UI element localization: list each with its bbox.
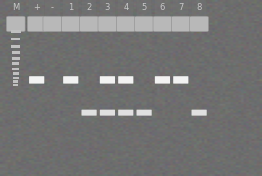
Text: -: -	[51, 3, 54, 12]
FancyBboxPatch shape	[192, 110, 207, 116]
Bar	[12, 62, 19, 65]
FancyBboxPatch shape	[6, 16, 25, 32]
FancyBboxPatch shape	[81, 110, 97, 116]
Bar	[12, 68, 19, 70]
Text: M: M	[12, 3, 19, 12]
Bar	[100, 0, 115, 32]
Bar	[155, 0, 170, 32]
Bar	[13, 72, 19, 75]
Text: 5: 5	[141, 3, 147, 12]
FancyBboxPatch shape	[155, 76, 170, 84]
FancyBboxPatch shape	[27, 16, 46, 32]
Bar	[63, 0, 78, 32]
Text: 4: 4	[123, 3, 128, 12]
Bar	[11, 30, 21, 33]
FancyBboxPatch shape	[116, 16, 135, 32]
Bar	[12, 51, 20, 54]
Text: 6: 6	[160, 3, 165, 12]
FancyBboxPatch shape	[29, 76, 44, 84]
Bar	[13, 84, 18, 86]
Text: 2: 2	[86, 3, 92, 12]
FancyBboxPatch shape	[80, 16, 99, 32]
FancyBboxPatch shape	[100, 76, 115, 84]
FancyBboxPatch shape	[171, 16, 190, 32]
Text: +: +	[33, 3, 40, 12]
Bar	[192, 0, 206, 32]
Bar	[13, 77, 19, 79]
Bar	[29, 0, 44, 32]
FancyBboxPatch shape	[100, 110, 115, 116]
Bar	[11, 45, 20, 48]
FancyBboxPatch shape	[190, 16, 209, 32]
Bar	[173, 0, 188, 32]
Bar	[82, 0, 96, 32]
Text: 7: 7	[178, 3, 183, 12]
Bar	[11, 38, 20, 40]
Bar	[13, 80, 18, 83]
FancyBboxPatch shape	[153, 16, 172, 32]
Bar	[45, 0, 60, 32]
Bar	[137, 0, 151, 32]
FancyBboxPatch shape	[135, 16, 154, 32]
FancyBboxPatch shape	[98, 16, 117, 32]
FancyBboxPatch shape	[63, 76, 78, 84]
FancyBboxPatch shape	[43, 16, 62, 32]
Bar	[118, 0, 133, 32]
FancyBboxPatch shape	[173, 76, 188, 84]
Text: 8: 8	[196, 3, 202, 12]
Text: 3: 3	[105, 3, 110, 12]
Text: 1: 1	[68, 3, 73, 12]
FancyBboxPatch shape	[118, 110, 133, 116]
FancyBboxPatch shape	[61, 16, 80, 32]
FancyBboxPatch shape	[137, 110, 152, 116]
FancyBboxPatch shape	[118, 76, 133, 84]
Bar	[12, 57, 20, 60]
